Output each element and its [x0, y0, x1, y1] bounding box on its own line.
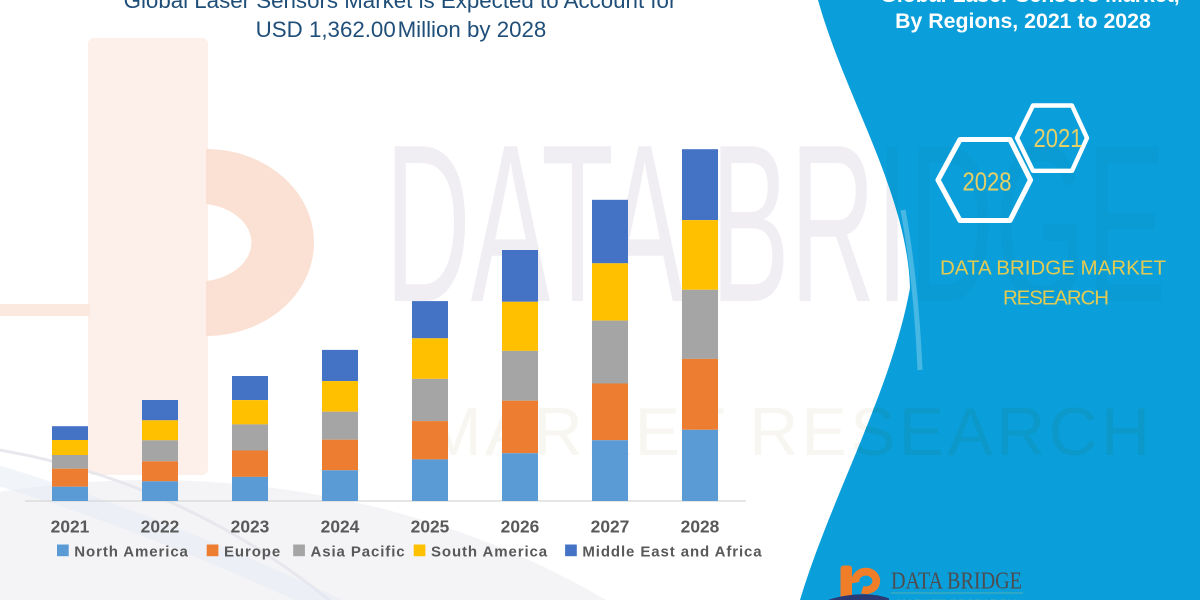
svg-text:2026: 2026 [501, 517, 540, 537]
svg-text:MARKET RESEARCH: MARKET RESEARCH [896, 598, 1016, 600]
svg-text:USD 1,362.00 Million by 2028: USD 1,362.00 Million by 2028 [256, 17, 547, 42]
svg-text:2021: 2021 [1034, 125, 1083, 153]
svg-text:South America: South America [431, 543, 548, 560]
svg-text:Europe: Europe [224, 543, 281, 560]
svg-text:2025: 2025 [411, 517, 450, 537]
svg-text:Middle East and Africa: Middle East and Africa [582, 543, 762, 560]
svg-text:2028: 2028 [681, 517, 720, 537]
svg-text:DATA BRIDGE MARKET: DATA BRIDGE MARKET [940, 257, 1166, 280]
svg-text:DATA BRIDGE: DATA BRIDGE [891, 569, 1022, 595]
svg-text:Global Laser Sensors Market is: Global Laser Sensors Market is Expected … [124, 0, 677, 13]
svg-text:Global Laser Sensors Market,: Global Laser Sensors Market, [880, 0, 1179, 7]
svg-text:Asia Pacific: Asia Pacific [311, 543, 406, 560]
svg-text:2022: 2022 [141, 517, 180, 537]
svg-text:2024: 2024 [321, 517, 360, 537]
svg-text:2023: 2023 [231, 517, 270, 537]
svg-text:North America: North America [74, 543, 189, 560]
svg-text:By Regions, 2021 to 2028: By Regions, 2021 to 2028 [895, 9, 1151, 33]
svg-text:2021: 2021 [51, 517, 90, 537]
svg-text:2027: 2027 [591, 517, 630, 537]
svg-text:RESEARCH: RESEARCH [1003, 286, 1109, 309]
svg-text:2028: 2028 [963, 169, 1012, 197]
